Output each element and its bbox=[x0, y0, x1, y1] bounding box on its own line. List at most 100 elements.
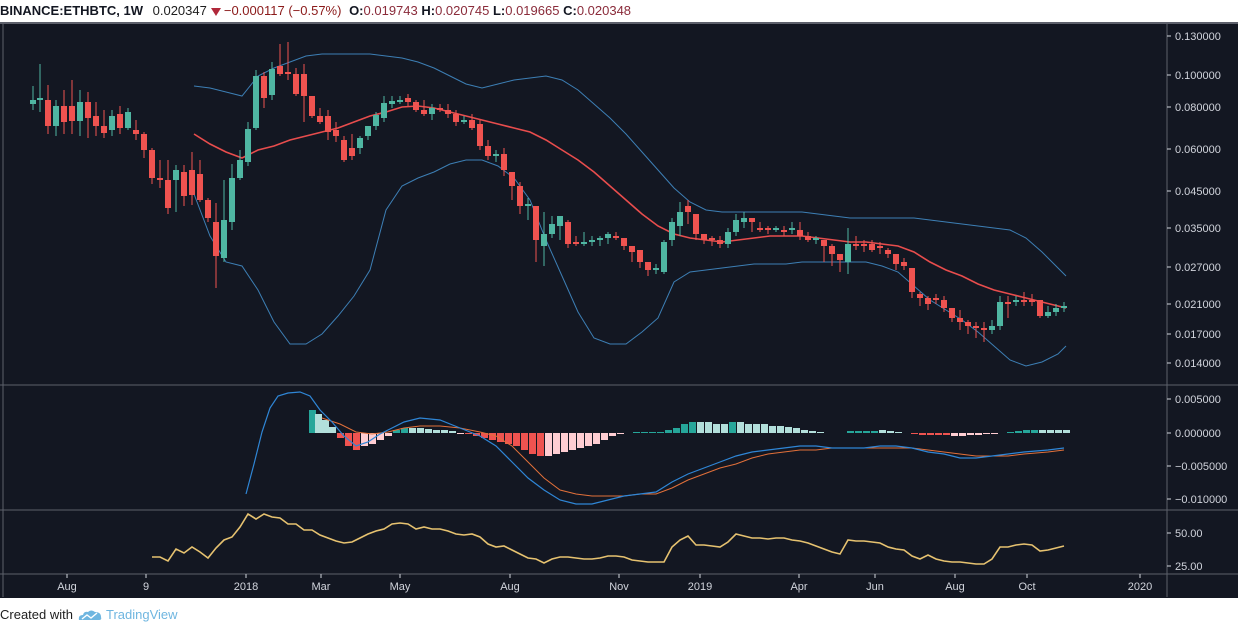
candle[interactable] bbox=[485, 140, 491, 160]
candle[interactable] bbox=[421, 100, 427, 116]
candle[interactable] bbox=[301, 64, 307, 122]
candle[interactable] bbox=[829, 244, 835, 266]
candle[interactable] bbox=[93, 102, 99, 136]
macd-axis[interactable]: 0.005000 0.000000 −0.005000 −0.010000 bbox=[1167, 394, 1227, 506]
candle[interactable] bbox=[477, 120, 483, 150]
candle[interactable] bbox=[429, 104, 435, 120]
chart-area[interactable] bbox=[0, 22, 1238, 598]
candle[interactable] bbox=[541, 212, 547, 266]
candle[interactable] bbox=[901, 258, 907, 270]
time-axis[interactable]: Aug 9 2018 Mar May Aug Nov 2019 Apr Jun Aug Oct 2020 bbox=[57, 574, 1152, 593]
candle[interactable] bbox=[925, 296, 931, 310]
candle[interactable] bbox=[445, 104, 451, 118]
candle[interactable] bbox=[789, 222, 795, 234]
candle[interactable] bbox=[333, 122, 339, 142]
candle[interactable] bbox=[405, 94, 411, 106]
candle[interactable] bbox=[285, 42, 291, 80]
candle[interactable] bbox=[133, 120, 139, 140]
candle[interactable] bbox=[349, 134, 355, 160]
candle[interactable] bbox=[69, 80, 75, 134]
candle[interactable] bbox=[317, 108, 323, 124]
candle[interactable] bbox=[685, 200, 691, 224]
candle[interactable] bbox=[1013, 296, 1019, 306]
candle[interactable] bbox=[885, 248, 891, 258]
candle[interactable] bbox=[653, 264, 659, 274]
candle[interactable] bbox=[709, 236, 715, 246]
candle[interactable] bbox=[493, 150, 499, 162]
candle[interactable] bbox=[453, 110, 459, 126]
candle[interactable] bbox=[845, 228, 851, 274]
candle[interactable] bbox=[781, 226, 787, 236]
price-axis[interactable]: 0.130000 0.100000 0.080000 0.060000 0.045000… bbox=[1167, 31, 1221, 370]
candle[interactable] bbox=[1021, 292, 1027, 306]
candle[interactable] bbox=[749, 218, 755, 232]
candle[interactable] bbox=[933, 294, 939, 304]
candle[interactable] bbox=[173, 165, 179, 212]
candle[interactable] bbox=[717, 236, 723, 248]
candle[interactable] bbox=[637, 250, 643, 268]
candle[interactable] bbox=[605, 232, 611, 244]
candle[interactable] bbox=[741, 212, 747, 228]
candle[interactable] bbox=[1037, 300, 1043, 318]
candle[interactable] bbox=[621, 238, 627, 250]
candle[interactable] bbox=[869, 240, 875, 252]
candle[interactable] bbox=[157, 160, 163, 188]
candle[interactable] bbox=[557, 216, 563, 240]
candle[interactable] bbox=[357, 136, 363, 154]
candle[interactable] bbox=[773, 226, 779, 232]
candle[interactable] bbox=[517, 182, 523, 214]
candle[interactable] bbox=[149, 148, 155, 184]
candle[interactable] bbox=[461, 116, 467, 124]
candle[interactable] bbox=[877, 242, 883, 254]
candle[interactable] bbox=[1061, 302, 1067, 312]
candle[interactable] bbox=[981, 322, 987, 342]
candle[interactable] bbox=[965, 320, 971, 334]
candle[interactable] bbox=[253, 70, 259, 130]
candle[interactable] bbox=[989, 320, 995, 334]
candle[interactable] bbox=[413, 100, 419, 112]
candle[interactable] bbox=[693, 214, 699, 240]
candle[interactable] bbox=[85, 92, 91, 138]
candle[interactable] bbox=[261, 72, 267, 108]
candle[interactable] bbox=[973, 322, 979, 338]
candle[interactable] bbox=[245, 122, 251, 166]
candle[interactable] bbox=[53, 100, 59, 136]
candle[interactable] bbox=[109, 110, 115, 136]
candle[interactable] bbox=[597, 236, 603, 246]
candle[interactable] bbox=[30, 86, 36, 110]
candle[interactable] bbox=[525, 198, 531, 220]
candle[interactable] bbox=[1053, 304, 1059, 316]
candle[interactable] bbox=[205, 198, 211, 222]
candle[interactable] bbox=[269, 62, 275, 100]
candle[interactable] bbox=[589, 236, 595, 246]
candle[interactable] bbox=[853, 236, 859, 250]
rsi-pane[interactable] bbox=[152, 512, 1065, 565]
candle[interactable] bbox=[189, 152, 195, 205]
candle[interactable] bbox=[821, 240, 827, 262]
candle[interactable] bbox=[837, 254, 843, 272]
candle[interactable] bbox=[125, 108, 131, 130]
candle[interactable] bbox=[813, 236, 819, 244]
candle[interactable] bbox=[549, 216, 555, 238]
candle[interactable] bbox=[373, 112, 379, 130]
candle[interactable] bbox=[61, 90, 67, 134]
candle[interactable] bbox=[941, 296, 947, 312]
candle[interactable] bbox=[1005, 296, 1011, 318]
candle[interactable] bbox=[365, 126, 371, 140]
candle[interactable] bbox=[613, 232, 619, 240]
candle[interactable] bbox=[733, 214, 739, 236]
candle[interactable] bbox=[805, 232, 811, 242]
candle[interactable] bbox=[141, 132, 147, 158]
candle[interactable] bbox=[893, 254, 899, 270]
chart-canvas[interactable]: 0.130000 0.100000 0.080000 0.060000 0.045000… bbox=[0, 0, 1238, 600]
candle[interactable] bbox=[37, 64, 43, 112]
candle[interactable] bbox=[277, 44, 283, 76]
candle[interactable] bbox=[389, 96, 395, 108]
candle[interactable] bbox=[797, 222, 803, 240]
candle[interactable] bbox=[117, 106, 123, 134]
candle[interactable] bbox=[765, 226, 771, 234]
candle[interactable] bbox=[725, 228, 731, 248]
candle[interactable] bbox=[213, 203, 219, 288]
candle[interactable] bbox=[701, 234, 707, 244]
candle[interactable] bbox=[957, 310, 963, 330]
